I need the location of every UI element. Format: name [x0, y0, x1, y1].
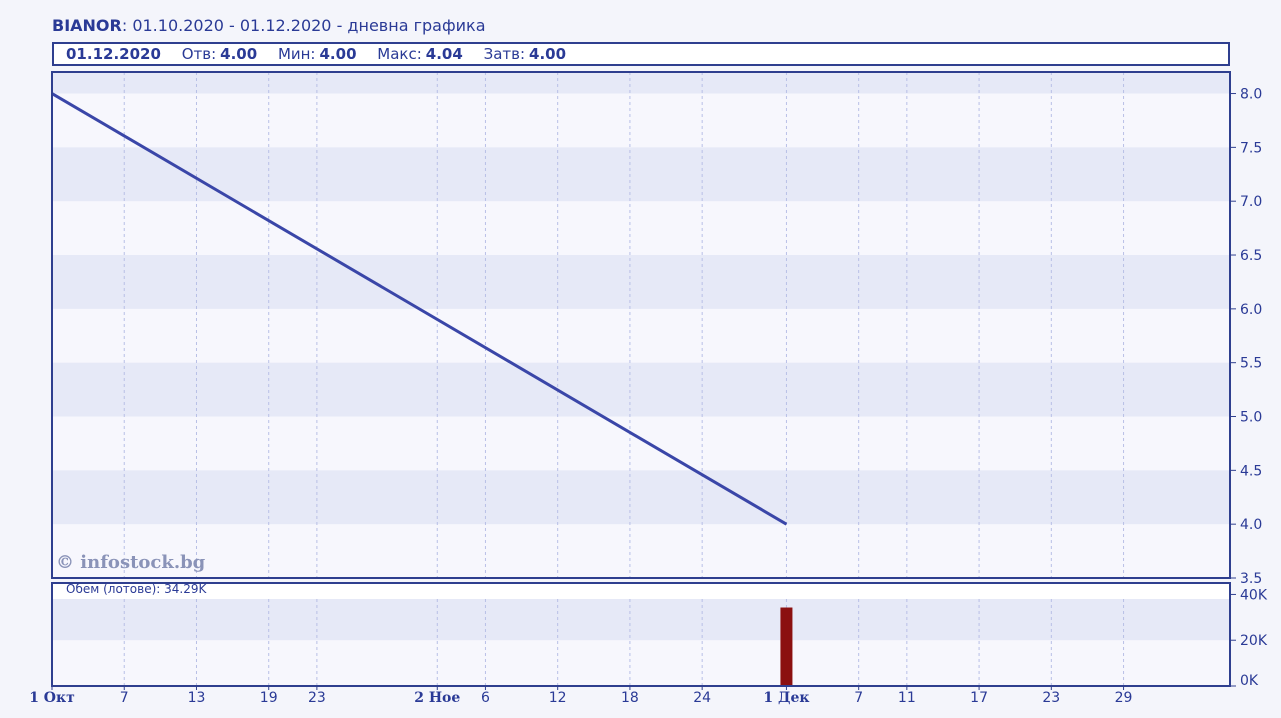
close-value: 4.00 — [529, 45, 567, 63]
price-bands — [52, 72, 1230, 578]
price-band — [52, 147, 1230, 202]
price-series — [51, 92, 788, 526]
open-value: 4.00 — [220, 45, 258, 63]
x-tick-label: 11 — [898, 690, 916, 706]
max-value: 4.04 — [425, 45, 463, 63]
x-tick-label: 6 — [481, 690, 490, 706]
volume-y-tick-label: 0K — [1240, 673, 1259, 689]
volume-frame — [51, 582, 1231, 687]
x-tick-label: 17 — [970, 690, 988, 706]
price-y-tick-label: 3.5 — [1240, 571, 1262, 587]
price-band — [52, 72, 1230, 94]
x-axis: 1 Окт 7 13 19 23 2 Ное 6 12 18 24 1 Дек 7 11 17 23 29 — [29, 686, 1132, 706]
price-y-tick-label: 6.5 — [1240, 248, 1262, 264]
x-tick-label: 19 — [260, 690, 278, 706]
price-y-tick-label: 4.0 — [1240, 517, 1262, 533]
x-tick-label: 7 — [854, 690, 863, 706]
chart-frames — [51, 71, 1231, 687]
price-band — [52, 362, 1230, 417]
close-label: Затв: — [483, 45, 526, 63]
price-y-tick-label: 7.5 — [1240, 140, 1262, 156]
volume-bar — [780, 607, 793, 686]
x-tick-label: 1 Дек — [763, 690, 809, 706]
x-tick-label: 24 — [693, 690, 711, 706]
x-tick-label: 29 — [1115, 690, 1133, 706]
price-frame — [51, 71, 1231, 579]
price-y-tick-label: 7.0 — [1240, 194, 1262, 210]
price-band — [52, 255, 1230, 309]
price-y-axis: 3.5 4.0 4.5 5.0 5.5 6.0 6.5 7.0 7.5 8.0 — [1230, 87, 1262, 587]
open-label: Отв: — [181, 45, 217, 63]
volume-band — [52, 594, 1230, 641]
ticker-symbol: BIANOR — [52, 16, 122, 35]
volume-y-tick-label: 40K — [1240, 587, 1268, 603]
watermark-text: © infostock.bg — [56, 552, 206, 573]
ohlc-panel: 01.12.2020 Отв: 4.00 Мин: 4.00 Макс: 4.04 З… — [52, 42, 1230, 66]
price-y-tick-label: 5.0 — [1240, 410, 1262, 426]
volume-series — [780, 607, 793, 686]
x-tick-label: 23 — [308, 690, 326, 706]
price-y-tick-label: 5.5 — [1240, 356, 1262, 372]
volume-label-strip — [52, 583, 1230, 599]
x-tick-label: 18 — [621, 690, 639, 706]
price-y-tick-label: 6.0 — [1240, 302, 1262, 318]
x-tick-label: 2 Ное — [414, 690, 460, 706]
chart-subtitle: : 01.10.2020 - 01.12.2020 - дневна графи… — [121, 16, 486, 35]
x-tick-label: 12 — [549, 690, 567, 706]
volume-bands — [52, 583, 1230, 686]
min-value: 4.00 — [319, 45, 357, 63]
volume-label: Обем (лотове): 34.29K — [66, 582, 207, 596]
price-y-tick-label: 4.5 — [1240, 463, 1262, 479]
x-tick-label: 13 — [188, 690, 206, 706]
volume-y-tick-label: 20K — [1240, 633, 1268, 649]
ohlc-date: 01.12.2020 — [66, 45, 161, 63]
x-tick-label: 7 — [120, 690, 129, 706]
min-label: Мин: — [277, 45, 316, 63]
max-label: Макс: — [377, 45, 422, 63]
price-band — [52, 470, 1230, 525]
x-tick-label: 23 — [1042, 690, 1060, 706]
grid-lines — [123, 72, 1125, 686]
volume-y-axis: 0K 20K 40K — [1230, 587, 1268, 689]
price-line — [51, 92, 788, 526]
chart-title: BIANOR: 01.10.2020 - 01.12.2020 - дневна… — [52, 16, 486, 35]
price-y-tick-label: 8.0 — [1240, 87, 1262, 103]
x-tick-label: 1 Окт — [29, 690, 75, 706]
